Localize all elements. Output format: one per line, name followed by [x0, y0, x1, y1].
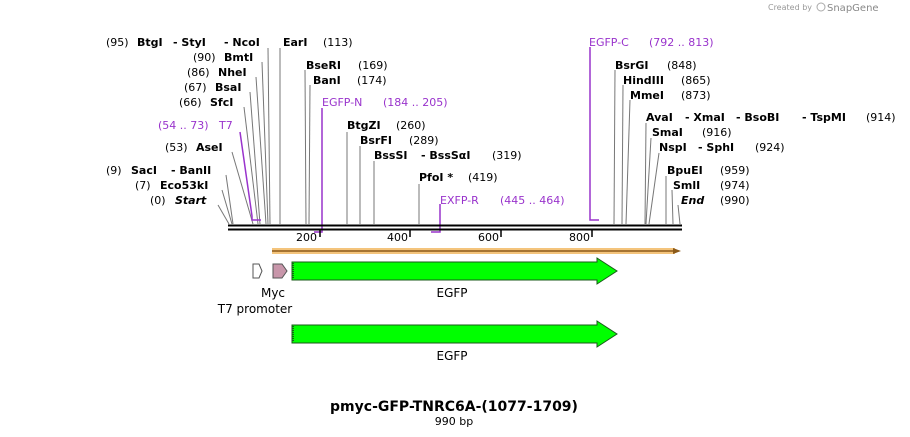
site-label-7: (7) Eco53kI [135, 174, 208, 193]
site-labels-right: BsrGI (848) HindIII (865) MmeI (873) Ava… [615, 54, 896, 208]
orf-arrow [272, 248, 681, 254]
site-label-90: (90) BmtI [193, 46, 253, 65]
site-label-95: (95) BtgI - StyI - NcoI [106, 31, 260, 50]
site-label-113: EarI (113) [283, 31, 353, 50]
site-label-53: (53) AseI [165, 136, 223, 155]
snapgene-credit: Created by SnapGene [768, 2, 879, 14]
site-labels-left: (95) BtgI - StyI - NcoI (90) BmtI (86) N… [106, 31, 260, 208]
feature-t7-promoter-arrow [252, 263, 263, 279]
site-label-9: (9) SacI - BanII [106, 159, 211, 178]
cut-site-lines [217, 47, 681, 225]
map-title: pmyc-GFP-TNRC6A-(1077-1709) [330, 399, 578, 415]
feature-label-egfp-2: EGFP [436, 349, 467, 363]
primer-label-egfpc: EGFP-C (792 .. 813) [589, 31, 714, 50]
site-label-419: PfoI * (419) [419, 166, 498, 185]
site-label-66: (66) SfcI [179, 91, 233, 110]
feature-label-egfp-1: EGFP [436, 286, 467, 300]
site-label-974: SmlI (974) [673, 174, 750, 193]
site-label-916: SmaI (916) [652, 121, 732, 140]
tick-label-200: 200 [296, 231, 317, 244]
primer-labels: (54 .. 73) T7 EGFP-N (184 .. 205) EXFP-R… [158, 31, 714, 208]
site-label-86: (86) NheI [187, 61, 247, 80]
site-label-865: HindIII (865) [623, 69, 711, 88]
primer-label-t7: (54 .. 73) T7 [158, 114, 233, 133]
primer-egfpn-marker [314, 108, 323, 233]
site-label-924: NspI - SphI (924) [659, 136, 785, 155]
primer-markers [239, 47, 599, 233]
site-label-0: (0) Start [150, 189, 207, 208]
primer-t7-marker [239, 131, 261, 221]
sequence-backbone: 200 400 600 800 [228, 224, 682, 244]
site-label-289: BsrFI (289) [360, 129, 439, 148]
feature-egfp-arrow-2 [291, 320, 618, 348]
primer-exfpr-marker [431, 204, 441, 233]
primer-label-egfpn: EGFP-N (184 .. 205) [322, 91, 448, 110]
feature-label-t7-promoter: T7 promoter [217, 302, 293, 316]
site-label-169: BseRI (169) [306, 54, 388, 73]
tick-label-800: 800 [569, 231, 590, 244]
tick-label-600: 600 [478, 231, 499, 244]
site-label-319: BssSI - BssSαI (319) [374, 144, 522, 163]
credit-prefix: Created by [768, 3, 812, 12]
site-label-990: End (990) [681, 189, 750, 208]
primer-egfpc-marker [589, 47, 599, 221]
tick-label-400: 400 [387, 231, 408, 244]
site-label-174: BanI (174) [313, 69, 387, 88]
sequence-length: 990 bp [435, 415, 473, 428]
site-labels-middle: EarI (113) BseRI (169) BanI (174) BtgZI … [283, 31, 522, 185]
snapgene-logo-icon [816, 2, 826, 12]
feature-myc-arrow [272, 263, 288, 279]
primer-label-exfpr: EXFP-R (445 .. 464) [440, 189, 565, 208]
site-label-873: MmeI (873) [630, 84, 711, 103]
site-label-959: BpuEI (959) [667, 159, 750, 178]
site-label-67: (67) BsaI [184, 76, 241, 95]
credit-brand: SnapGene [827, 3, 879, 14]
site-label-848: BsrGI (848) [615, 54, 697, 73]
site-label-914: AvaI - XmaI - BsoBI - TspMI (914) [646, 106, 896, 125]
site-label-260: BtgZI (260) [347, 114, 426, 133]
feature-label-myc: Myc [261, 286, 285, 300]
feature-egfp-arrow-1 [291, 257, 618, 285]
